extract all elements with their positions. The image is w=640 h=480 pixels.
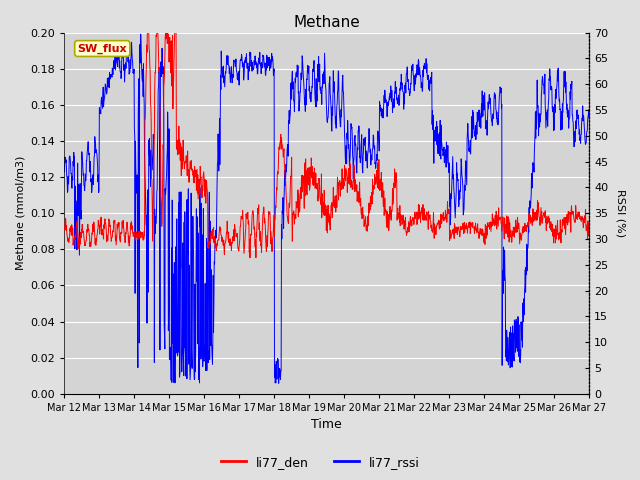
Y-axis label: RSSI (%): RSSI (%): [615, 189, 625, 237]
X-axis label: Time: Time: [312, 419, 342, 432]
Legend: li77_den, li77_rssi: li77_den, li77_rssi: [216, 451, 424, 474]
Text: SW_flux: SW_flux: [77, 43, 127, 54]
Title: Methane: Methane: [294, 15, 360, 30]
Y-axis label: Methane (mmol/m3): Methane (mmol/m3): [15, 156, 25, 270]
